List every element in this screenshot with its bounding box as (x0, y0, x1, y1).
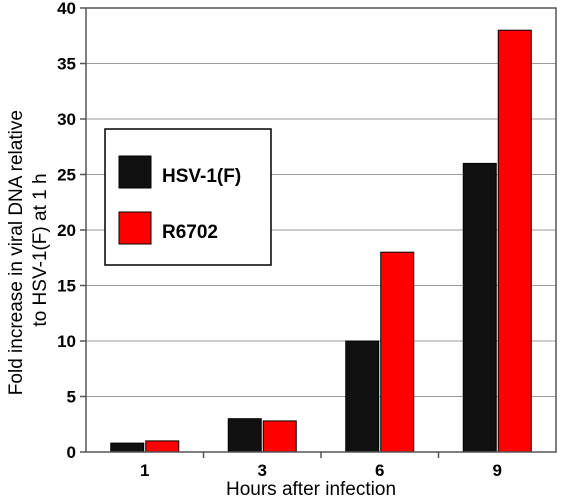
y-tick-label-20: 20 (57, 221, 76, 240)
bar-r6702-3h (262, 420, 297, 453)
x-axis-ticks: 1 3 6 9 (140, 452, 502, 480)
bar-hsv-1-f-6h (345, 340, 380, 453)
x-tick-label-6: 6 (375, 461, 384, 480)
y-axis-title-line-2: to HSV-1(F) at 1 h (30, 173, 51, 326)
legend-label-hsv-1f: HSV-1(F) (162, 166, 241, 187)
bar-r6702-1h (145, 440, 180, 453)
legend-label-r6702: R6702 (162, 222, 218, 243)
y-tick-label-25: 25 (57, 166, 76, 185)
legend-swatch-hsv-1f (118, 155, 152, 189)
y-tick-label-30: 30 (57, 110, 76, 129)
x-axis-title: Hours after infection (226, 479, 396, 500)
legend-box (104, 128, 272, 266)
bar-hsv-1-f-9h (462, 162, 497, 453)
y-tick-label-35: 35 (57, 55, 76, 74)
bar-hsv-1-f-1h (110, 442, 145, 453)
x-tick-label-9: 9 (493, 461, 502, 480)
legend-swatch-r6702 (118, 211, 152, 245)
y-tick-label-5: 5 (67, 388, 76, 407)
bar-hsv-1-f-3h (227, 418, 262, 453)
y-tick-label-0: 0 (67, 443, 76, 462)
x-tick-label-1: 1 (140, 461, 149, 480)
bars (110, 29, 532, 453)
y-axis-ticks: 0 5 10 15 20 25 30 35 40 (57, 0, 86, 462)
y-tick-label-15: 15 (57, 277, 76, 296)
plot-frame (85, 7, 557, 453)
bar-r6702-9h (497, 29, 532, 453)
x-tick-label-3: 3 (258, 461, 267, 480)
y-tick-label-40: 40 (57, 0, 76, 18)
bar-r6702-6h (380, 251, 415, 453)
legend: HSV-1(F) R6702 (104, 128, 272, 266)
y-axis-title: Fold increase in viral DNA relative to H… (6, 105, 51, 395)
y-axis-title-line-1: Fold increase in viral DNA relative (6, 110, 27, 395)
y-tick-label-10: 10 (57, 332, 76, 351)
